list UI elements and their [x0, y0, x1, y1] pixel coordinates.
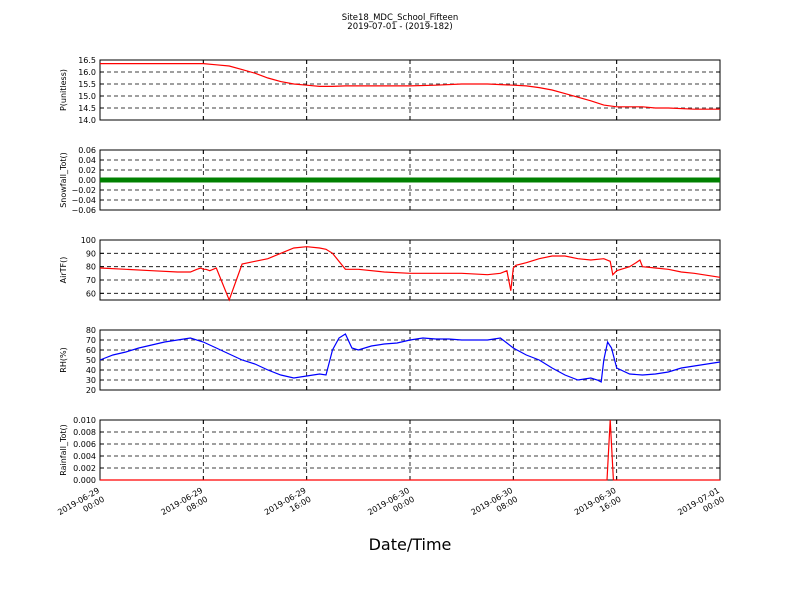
y-tick-label: 14.0: [78, 116, 96, 125]
y-axis-label: P(unitless): [59, 69, 68, 111]
y-tick-label: 60: [86, 346, 96, 355]
y-tick-label: 15.0: [78, 92, 96, 101]
y-tick-label: 0.02: [78, 166, 96, 175]
chart-panels: 14.0 14.5 15.0 15.5 16.0 16.5 P(unitless) −0.06…: [56, 56, 726, 526]
chart-panel-2: −0.06−0.04−0.020.000.020.040.06 Snowfall_…: [59, 146, 721, 215]
x-tick-label: 2019-06-3016:00: [573, 486, 623, 526]
y-tick-label: 0.000: [73, 476, 96, 485]
y-tick-label: 16.0: [78, 68, 96, 77]
x-tick-label: 2019-07-0100:00: [676, 486, 726, 526]
y-tick-label: −0.04: [71, 196, 96, 205]
y-tick-label: 0.00: [78, 176, 96, 185]
y-tick-label: 80: [86, 263, 96, 272]
y-tick-label: 30: [86, 376, 96, 385]
y-tick-label: 70: [86, 336, 96, 345]
figure-subtitle: 2019-07-01 - (2019-182): [347, 22, 452, 32]
y-tick-label: 0.06: [78, 146, 96, 155]
x-tick-label: 2019-06-2900:00: [56, 486, 106, 526]
x-axis-label: Date/Time: [369, 535, 452, 554]
y-tick-label: 0.006: [73, 440, 96, 449]
y-axis-label: AirTF(): [59, 257, 68, 284]
series-line: [100, 63, 720, 110]
figure-title: Site18_MDC_School_Fifteen: [342, 13, 459, 23]
chart-panel-1: 14.0 14.5 15.0 15.5 16.0 16.5 P(unitless): [59, 56, 721, 125]
y-tick-label: 0.04: [78, 156, 96, 165]
y-axis-label: Rainfall_Tot(): [59, 424, 68, 476]
y-tick-label: 90: [86, 249, 96, 258]
x-tick-label: 2019-06-3008:00: [470, 486, 520, 526]
y-tick-label: −0.06: [71, 206, 96, 215]
y-axis-label: RH(%): [59, 347, 68, 372]
y-tick-label: 14.5: [78, 104, 96, 113]
y-tick-label: 16.5: [78, 56, 96, 65]
y-tick-label: 0.008: [73, 428, 96, 437]
series-line: [99, 246, 721, 302]
y-tick-label: 0.010: [73, 416, 96, 425]
y-tick-label: 50: [86, 356, 96, 365]
series-line: [99, 333, 721, 383]
y-tick-label: 100: [81, 236, 96, 245]
y-axis-label: Snowfall_Tot(): [59, 152, 68, 208]
x-tick-label: 2019-06-2916:00: [263, 486, 313, 526]
y-tick-label: 0.004: [73, 452, 96, 461]
chart-panel-5: 0.000 0.002 0.004 0.006 0.008 0.010 Rainfall_T…: [59, 416, 721, 485]
y-tick-label: 20: [86, 386, 96, 395]
y-tick-label: 60: [86, 289, 96, 298]
y-tick-label: 80: [86, 326, 96, 335]
y-tick-label: −0.02: [71, 186, 96, 195]
series-line: [100, 419, 720, 481]
y-tick-label: 40: [86, 366, 96, 375]
chart-panel-3: 60 70 80 90 100 AirTF(): [59, 236, 721, 302]
y-tick-label: 0.002: [73, 464, 96, 473]
y-tick-label: 70: [86, 276, 96, 285]
y-tick-label: 15.5: [78, 80, 96, 89]
x-tick-label: 2019-06-3000:00: [366, 486, 416, 526]
x-tick-label: 2019-06-2908:00: [160, 486, 210, 526]
